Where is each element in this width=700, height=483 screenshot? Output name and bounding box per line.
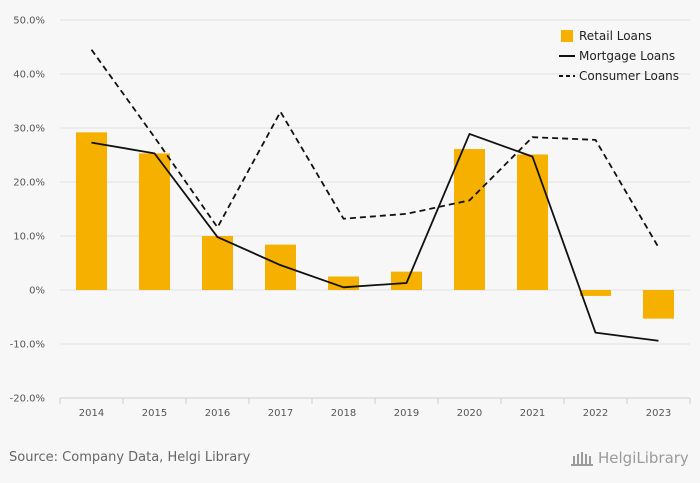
y-tick-label: -10.0% <box>10 340 45 351</box>
retail-loans-bars <box>76 132 674 319</box>
x-tick-label: 2020 <box>457 408 482 419</box>
y-tick-label: 10.0% <box>13 232 45 243</box>
consumer-loans-legend-label: Consumer Loans <box>579 69 679 83</box>
retail-loans-legend-label: Retail Loans <box>579 29 652 43</box>
retail-loans-bar <box>454 149 485 290</box>
line-series <box>90 49 660 342</box>
legend: Retail Loans Mortgage Loans Consumer Loans <box>559 29 679 83</box>
retail-loans-bar <box>202 236 233 290</box>
x-axis-ticks: 2014 2015 2016 2017 2018 2019 2020 2021 2022 2023 <box>59 397 691 419</box>
brand-name: HelgiLibrary <box>598 449 689 467</box>
y-tick-label: 30.0% <box>13 124 45 135</box>
x-tick-label: 2022 <box>583 408 608 419</box>
y-tick-label: 50.0% <box>13 16 45 27</box>
y-tick-label: -20.0% <box>10 394 45 405</box>
retail-loans-bar <box>517 154 548 290</box>
x-tick-label: 2015 <box>142 408 167 419</box>
x-tick-label: 2021 <box>520 408 545 419</box>
y-tick-label: 40.0% <box>13 70 45 81</box>
y-tick-label: 20.0% <box>13 178 45 189</box>
x-tick-label: 2014 <box>79 408 104 419</box>
consumer-loans-line <box>90 49 660 248</box>
retail-loans-bar <box>643 290 674 319</box>
mortgage-loans-legend-label: Mortgage Loans <box>579 49 675 63</box>
retail-loans-bar <box>265 244 296 290</box>
retail-loans-bar <box>139 153 170 290</box>
chart: 50.0%40.0%30.0%20.0%10.0%0%-10.0%-20.0% … <box>10 16 691 419</box>
retail-loans-legend-swatch <box>561 30 573 42</box>
x-tick-label: 2017 <box>268 408 293 419</box>
x-tick-label: 2023 <box>646 408 671 419</box>
x-tick-label: 2019 <box>394 408 419 419</box>
x-tick-label: 2016 <box>205 408 230 419</box>
source-note: Source: Company Data, Helgi Library <box>9 450 251 465</box>
y-tick-label: 0% <box>29 286 45 297</box>
mortgage-loans-line <box>91 133 659 342</box>
y-axis-ticks: 50.0% 40.0% 30.0% 20.0% 10.0% 0% -10.0% -20.0% <box>10 16 45 405</box>
retail-loans-bar <box>76 132 107 290</box>
retail-loans-bar <box>580 290 611 296</box>
x-tick-label: 2018 <box>331 408 356 419</box>
library-building-icon <box>571 452 593 466</box>
helgi-library-logo: HelgiLibrary <box>570 449 689 467</box>
